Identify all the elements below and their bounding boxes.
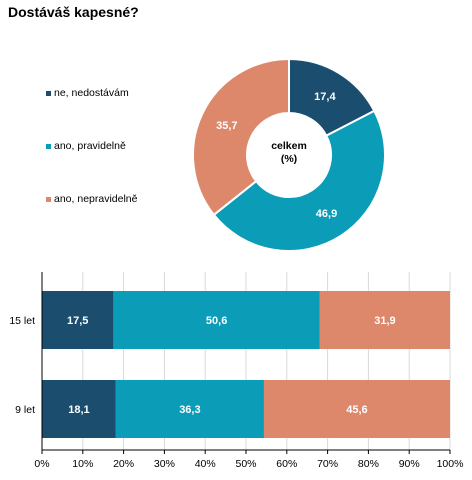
bar-segment <box>42 291 114 349</box>
x-tick-label: 80% <box>358 458 379 470</box>
x-tick-label: 40% <box>195 458 216 470</box>
bar-segment <box>42 380 116 438</box>
x-tick-label: 70% <box>317 458 338 470</box>
y-category-label: 9 let <box>15 404 35 416</box>
legend-label: ano, nepravidelně <box>54 193 138 205</box>
bar-segment <box>115 380 264 438</box>
legend-swatch <box>46 91 51 96</box>
pie-center-label: (%) <box>281 153 297 165</box>
bar-segment <box>113 291 320 349</box>
x-tick-label: 30% <box>154 458 175 470</box>
legend-swatch <box>46 197 51 202</box>
pie-slice-label: 17,4 <box>314 91 336 103</box>
x-tick-label: 20% <box>113 458 134 470</box>
bar-value-label: 17,5 <box>67 315 88 327</box>
legend-swatch <box>46 144 51 149</box>
legend-label: ano, pravidelně <box>54 140 126 152</box>
pie-slice <box>192 57 290 217</box>
bar-value-label: 36,3 <box>179 404 200 416</box>
x-tick-label: 10% <box>72 458 93 470</box>
bar-value-label: 50,6 <box>206 315 227 327</box>
x-tick-label: 0% <box>34 458 49 470</box>
y-category-label: 15 let <box>9 315 35 327</box>
pie-slice-label: 46,9 <box>316 208 337 220</box>
pie-center-label: celkem <box>271 140 307 152</box>
pie-slice-label: 35,7 <box>216 120 237 132</box>
x-tick-label: 50% <box>235 458 256 470</box>
x-tick-label: 90% <box>399 458 420 470</box>
legend-label: ne, nedostávám <box>54 87 129 99</box>
x-tick-label: 100% <box>437 458 464 470</box>
bar-value-label: 31,9 <box>374 315 395 327</box>
x-tick-label: 60% <box>276 458 297 470</box>
bar-value-label: 45,6 <box>346 404 367 416</box>
bar-segment <box>263 380 450 438</box>
pie-slice <box>212 109 386 252</box>
bar-segment <box>319 291 450 349</box>
bar-value-label: 18,1 <box>68 404 89 416</box>
chart-title: Dostáváš kapesné? <box>8 4 139 20</box>
